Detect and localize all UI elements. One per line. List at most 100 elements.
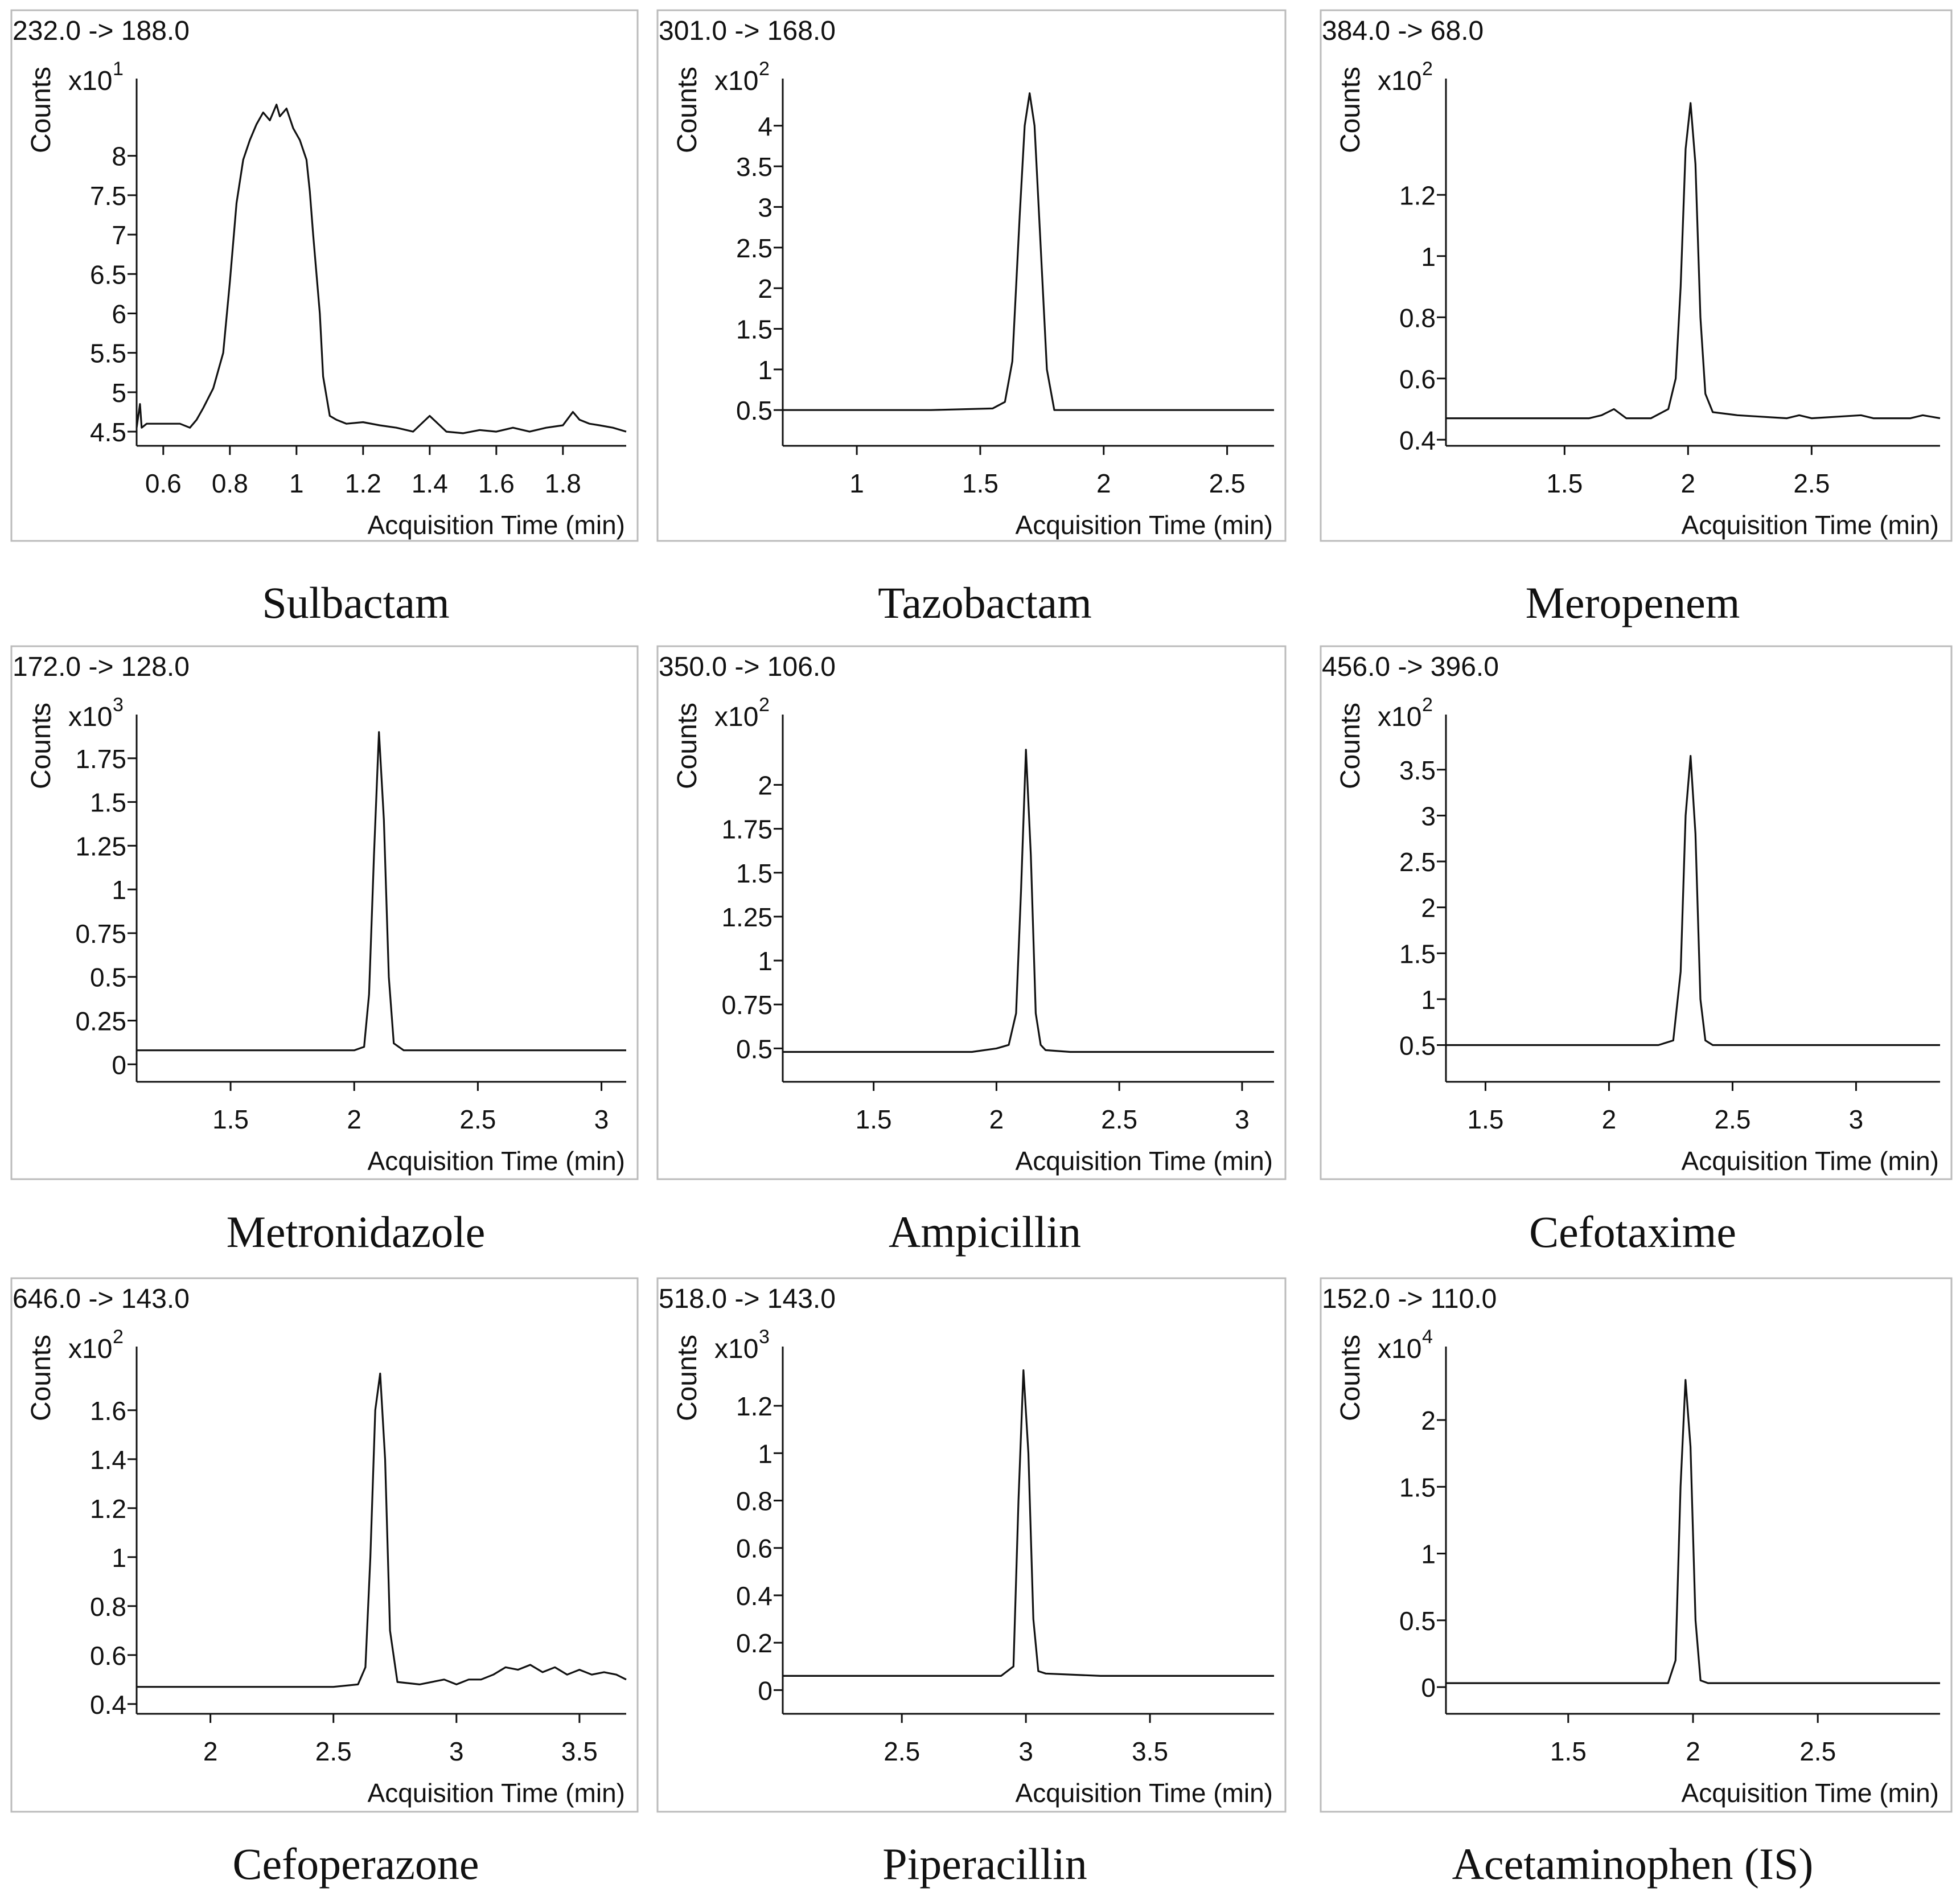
x-tick-label: 1.5 <box>1546 469 1583 498</box>
y-tick-label: 2 <box>758 274 773 303</box>
mrm-transition-label: 152.0 -> 110.0 <box>1322 1284 1497 1314</box>
panel-frame <box>656 645 1287 1180</box>
x-tick-label: 2.5 <box>1209 469 1246 498</box>
x-tick-label: 1.8 <box>545 469 581 498</box>
y-tick-label: 2 <box>1421 893 1436 923</box>
compound-caption: Piperacillin <box>882 1839 1087 1889</box>
chromatogram-trace <box>1446 754 1940 1047</box>
y-tick-label: 0.5 <box>736 1034 773 1064</box>
x-tick-label: 2.5 <box>1793 469 1830 498</box>
y-tick-label: 2 <box>758 770 773 800</box>
panel-frame <box>656 1277 1287 1813</box>
scale-multiplier: x10 <box>68 1334 112 1364</box>
y-tick-label: 0.75 <box>721 990 773 1020</box>
y-tick-label: 2 <box>1421 1406 1436 1435</box>
y-tick-label: 1.2 <box>90 1494 126 1524</box>
y-tick-label: 1.5 <box>736 315 773 344</box>
y-tick-label: 0.8 <box>1399 303 1436 333</box>
scale-exponent: 2 <box>759 694 770 716</box>
x-tick-label: 2 <box>989 1105 1004 1134</box>
y-axis-label: Counts <box>26 1335 56 1421</box>
y-tick-label: 1.2 <box>736 1392 773 1421</box>
y-tick-label: 8 <box>112 142 126 171</box>
y-tick-label: 4.5 <box>90 417 126 447</box>
y-tick-label: 1.75 <box>721 815 773 844</box>
y-tick-label: 0.6 <box>90 1641 126 1671</box>
x-tick-label: 2 <box>347 1105 361 1134</box>
compound-caption: Cefotaxime <box>1529 1207 1736 1257</box>
y-axis-label: Counts <box>26 703 56 789</box>
y-tick-label: 1.5 <box>736 859 773 888</box>
chromatogram-trace <box>783 1369 1274 1677</box>
x-axis-label: Acquisition Time (min) <box>1016 510 1273 540</box>
x-tick-label: 1 <box>289 469 304 498</box>
x-axis-label: Acquisition Time (min) <box>1682 1146 1939 1176</box>
y-axis-label: Counts <box>672 67 702 153</box>
y-axis-label: Counts <box>1336 67 1366 153</box>
chart-panel: 152.0 -> 110.0 Counts x10 4 0 0.5 1 1.5 2 1.5 2 2.5… <box>1320 1277 1953 1889</box>
y-tick-label: 5 <box>112 378 126 408</box>
x-axis-label: Acquisition Time (min) <box>1682 1778 1939 1808</box>
y-tick-label: 0.75 <box>75 919 126 949</box>
scale-multiplier: x10 <box>68 702 112 732</box>
x-axis-label: Acquisition Time (min) <box>1016 1778 1273 1808</box>
y-axis-label: Counts <box>1336 1335 1366 1421</box>
y-tick-label: 4 <box>758 112 773 141</box>
x-tick-label: 3 <box>594 1105 609 1134</box>
compound-caption: Meropenem <box>1526 578 1740 627</box>
scale-exponent: 3 <box>113 694 124 716</box>
y-tick-label: 2.5 <box>1399 847 1436 877</box>
y-axis-label: Counts <box>1336 703 1366 789</box>
y-tick-label: 1 <box>112 875 126 905</box>
x-tick-label: 1 <box>849 469 864 498</box>
x-tick-label: 2 <box>1602 1105 1617 1134</box>
x-tick-label: 3.5 <box>1132 1737 1168 1766</box>
scale-exponent: 4 <box>1422 1326 1433 1348</box>
y-tick-label: 1 <box>1421 985 1436 1015</box>
chromatogram-trace <box>137 731 626 1052</box>
y-tick-label: 0.8 <box>736 1486 773 1516</box>
panel-frame <box>1320 9 1953 542</box>
mrm-transition-label: 384.0 -> 68.0 <box>1322 16 1484 46</box>
panel-frame <box>10 645 639 1180</box>
chromatogram-trace <box>1446 102 1941 420</box>
y-axis-label: Counts <box>672 703 702 789</box>
y-tick-label: 0.8 <box>90 1592 126 1622</box>
panel-frame <box>1320 1277 1953 1813</box>
scale-exponent: 2 <box>113 1326 124 1348</box>
panel-frame <box>10 1277 639 1813</box>
chromatogram-trace <box>783 749 1274 1053</box>
x-tick-label: 2.5 <box>884 1737 920 1766</box>
y-tick-label: 1 <box>758 355 773 385</box>
x-tick-label: 1.5 <box>856 1105 892 1134</box>
y-tick-label: 7.5 <box>90 181 126 211</box>
panel-frame <box>1320 645 1953 1180</box>
x-tick-label: 1.5 <box>962 469 999 498</box>
x-tick-label: 2.5 <box>1714 1105 1751 1134</box>
x-axis-label: Acquisition Time (min) <box>368 1146 625 1176</box>
y-tick-label: 2.5 <box>736 233 773 263</box>
x-tick-label: 0.6 <box>145 469 182 498</box>
y-tick-label: 1.25 <box>75 831 126 861</box>
x-tick-label: 2.5 <box>1101 1105 1137 1134</box>
compound-caption: Sulbactam <box>262 578 449 627</box>
scale-multiplier: x10 <box>1378 1334 1421 1364</box>
x-tick-label: 3 <box>449 1737 464 1766</box>
y-tick-label: 3.5 <box>1399 756 1436 785</box>
x-tick-label: 3.5 <box>561 1737 598 1766</box>
scale-multiplier: x10 <box>68 66 112 96</box>
mrm-transition-label: 518.0 -> 143.0 <box>659 1284 836 1314</box>
y-tick-label: 1.5 <box>1399 939 1436 968</box>
x-tick-label: 1.6 <box>478 469 515 498</box>
scale-multiplier: x10 <box>1378 702 1421 732</box>
x-tick-label: 0.8 <box>212 469 248 498</box>
y-tick-label: 0.4 <box>90 1690 126 1719</box>
x-tick-label: 2 <box>1096 469 1111 498</box>
y-tick-label: 6.5 <box>90 260 126 289</box>
x-tick-label: 3 <box>1849 1105 1864 1134</box>
